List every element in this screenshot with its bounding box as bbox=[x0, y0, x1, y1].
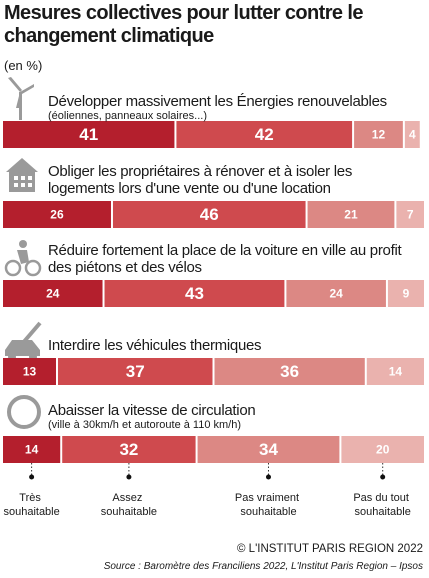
bar-segment bbox=[176, 121, 353, 148]
copyright: © L'INSTITUT PARIS REGION 2022 bbox=[237, 543, 423, 555]
chart-subtitle: (en %) bbox=[4, 58, 43, 73]
legend-label: Pas du tout souhaitable bbox=[353, 492, 412, 518]
value-label: 9 bbox=[403, 287, 410, 301]
bar-segment bbox=[3, 358, 56, 385]
category-label: Réduire fortement la place de la voiture… bbox=[48, 242, 402, 276]
icon-speed-sign bbox=[7, 395, 41, 429]
legend-label: Pas vraiment souhaitable bbox=[235, 492, 302, 518]
value-label: 13 bbox=[23, 365, 37, 379]
chart-title: Mesures collectives pour lutter contre l… bbox=[4, 2, 363, 47]
bar-segment bbox=[286, 280, 386, 307]
bar-segment bbox=[197, 436, 340, 463]
legend-dot bbox=[126, 474, 132, 480]
bar-segment bbox=[112, 201, 306, 228]
bar-segment bbox=[396, 201, 424, 228]
value-label: 26 bbox=[50, 208, 64, 222]
value-label: 24 bbox=[46, 287, 60, 301]
bar-segment bbox=[366, 358, 424, 385]
value-label: 42 bbox=[255, 125, 274, 144]
icon-wind bbox=[8, 77, 34, 120]
value-label: 20 bbox=[376, 443, 390, 457]
category-label: Abaisser la vitesse de circulation bbox=[48, 402, 256, 419]
value-label: 24 bbox=[329, 287, 343, 301]
bar-segment bbox=[404, 121, 420, 148]
value-label: 12 bbox=[372, 128, 386, 142]
source: Source : Baromètre des Franciliens 2022,… bbox=[103, 561, 423, 572]
value-label: 32 bbox=[119, 440, 138, 459]
icon-car-banned bbox=[5, 321, 42, 361]
bar-segment bbox=[307, 201, 395, 228]
category-note: (ville à 30km/h et autoroute à 110 km/h) bbox=[48, 419, 242, 431]
bar-segment bbox=[341, 436, 424, 463]
value-label: 14 bbox=[389, 365, 403, 379]
legend-dot bbox=[380, 474, 386, 480]
bar-segment bbox=[3, 280, 103, 307]
value-label: 7 bbox=[407, 208, 414, 222]
category-label: Interdire les véhicules thermiques bbox=[48, 337, 262, 354]
value-label: 43 bbox=[185, 284, 204, 303]
category-label: Développer massivement les Énergies reno… bbox=[48, 93, 387, 110]
bar-segment bbox=[3, 436, 61, 463]
value-label: 34 bbox=[259, 440, 278, 459]
value-label: 4 bbox=[409, 128, 416, 142]
bar-segment bbox=[214, 358, 365, 385]
category-label: Obliger les propriétaires à rénover et à… bbox=[48, 163, 353, 197]
value-label: 14 bbox=[25, 443, 39, 457]
legend-dot bbox=[265, 474, 271, 480]
category-note: (éoliennes, panneaux solaires...) bbox=[48, 110, 207, 122]
bar-segment bbox=[354, 121, 403, 148]
icon-house bbox=[6, 158, 38, 192]
bar-segment bbox=[387, 280, 424, 307]
icon-bike bbox=[4, 240, 42, 277]
value-label: 46 bbox=[200, 205, 219, 224]
legend-dot bbox=[29, 474, 35, 480]
legend-label: Assez souhaitable bbox=[101, 492, 157, 518]
bar-segment bbox=[3, 201, 111, 228]
value-label: 21 bbox=[344, 208, 358, 222]
bar-segment bbox=[104, 280, 285, 307]
bar-segment bbox=[3, 121, 175, 148]
bar-segment bbox=[57, 358, 213, 385]
value-label: 37 bbox=[126, 362, 145, 381]
value-label: 41 bbox=[79, 125, 98, 144]
bar-segment bbox=[62, 436, 196, 463]
legend-label: Très souhaitable bbox=[3, 492, 59, 518]
value-label: 36 bbox=[280, 362, 299, 381]
